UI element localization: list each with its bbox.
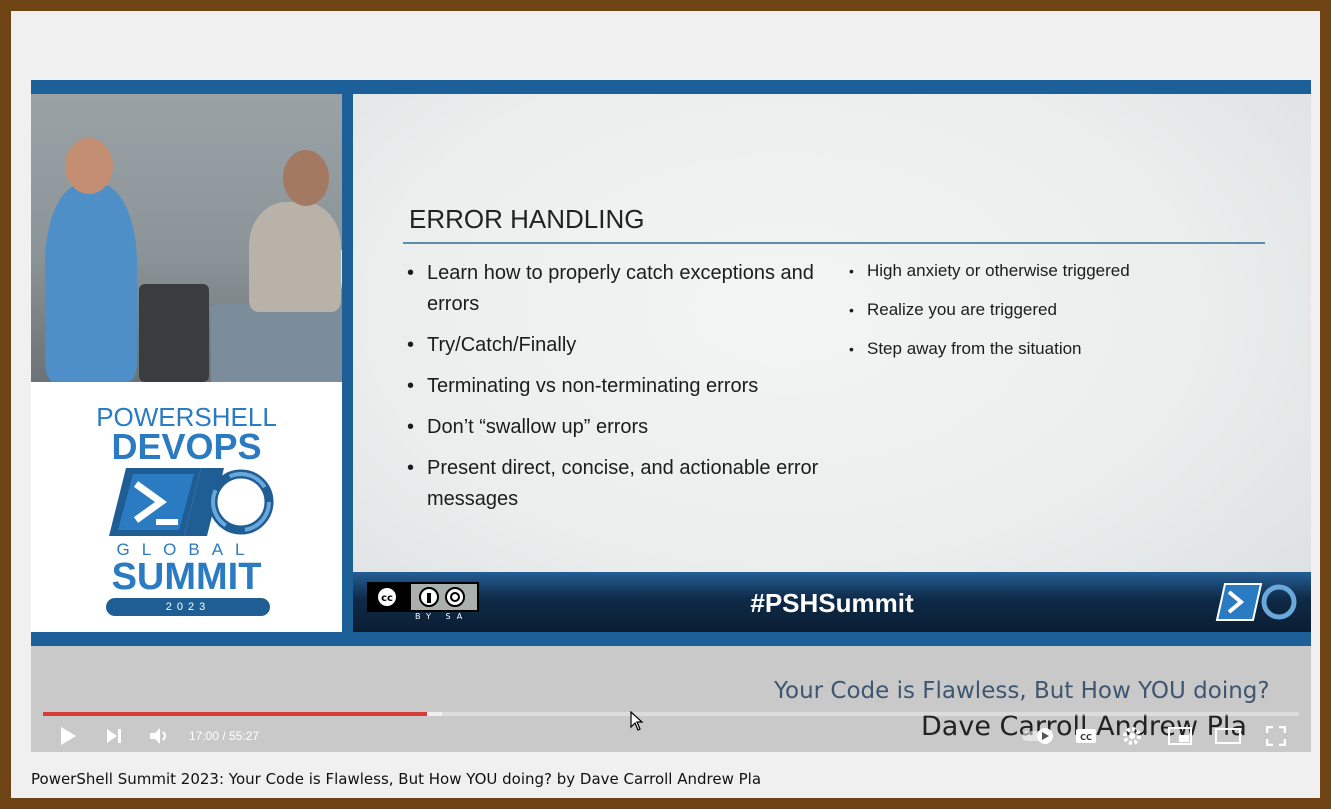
- progress-played: [43, 712, 428, 716]
- progress-bar[interactable]: [43, 712, 1299, 716]
- video-subtitle-title: Your Code is Flawless, But How YOU doing…: [774, 678, 1270, 704]
- presentation-slide: ERROR HANDLING Learn how to properly cat…: [353, 94, 1311, 632]
- summit-small-logo-icon: [1215, 583, 1297, 621]
- slide-title-rule: [403, 242, 1265, 244]
- slide-footer-banner: cc BY SA #PSHSummit: [353, 572, 1311, 632]
- bullet-item: Present direct, concise, and actionable …: [407, 453, 827, 515]
- slide-title: ERROR HANDLING: [409, 204, 645, 234]
- table: [211, 304, 342, 382]
- next-icon: [107, 729, 121, 743]
- settings-icon: [1123, 727, 1141, 745]
- miniplayer-button[interactable]: [1163, 720, 1197, 752]
- bullet-item: Realize you are triggered: [849, 298, 1269, 322]
- play-button[interactable]: [53, 720, 83, 752]
- page: POWERSHELL DEVOPS GLOBAL SUMMIT 2023 ERR…: [11, 11, 1320, 798]
- bullet-item: Learn how to properly catch exceptions a…: [407, 258, 827, 320]
- theater-mode-button[interactable]: [1211, 720, 1245, 752]
- mouse-cursor-icon: [630, 711, 644, 731]
- miniplayer-icon: [1168, 727, 1192, 745]
- logo-text-powershell: POWERSHELL: [96, 402, 277, 432]
- speaker-2: [249, 202, 341, 312]
- svg-text:CC: CC: [1080, 733, 1092, 742]
- powershell-summit-logo-icon: [109, 468, 274, 536]
- captions-button[interactable]: CC: [1069, 720, 1103, 752]
- bullet-item: Terminating vs non-terminating errors: [407, 371, 827, 402]
- slide-hashtag: #PSHSummit: [750, 588, 914, 618]
- video-caption: PowerShell Summit 2023: Your Code is Fla…: [31, 770, 762, 788]
- fullscreen-icon: [1266, 726, 1286, 746]
- bullet-item: High anxiety or otherwise triggered: [849, 259, 1269, 283]
- video-player[interactable]: POWERSHELL DEVOPS GLOBAL SUMMIT 2023 ERR…: [31, 80, 1311, 752]
- speaker-1-head: [65, 138, 113, 194]
- video-lower-band: [31, 646, 1311, 752]
- logo-text-global: GLOBAL: [116, 540, 257, 559]
- license-label: BY SA: [415, 612, 469, 621]
- volume-icon: [150, 728, 166, 744]
- autoplay-toggle-icon: [1022, 728, 1053, 744]
- theater-icon: [1215, 728, 1241, 744]
- volume-button[interactable]: [145, 720, 175, 752]
- bullet-item: Try/Catch/Finally: [407, 330, 827, 361]
- bullet-item: Don’t “swallow up” errors: [407, 412, 827, 443]
- speaker-camera-feed: [31, 94, 342, 382]
- event-logo-panel: POWERSHELL DEVOPS GLOBAL SUMMIT 2023: [31, 382, 342, 632]
- svg-text:cc: cc: [381, 593, 393, 604]
- slide-bullets-left: Learn how to properly catch exceptions a…: [407, 258, 827, 525]
- logo-year-badge: 2023: [106, 598, 270, 616]
- speaker-1: [45, 184, 137, 382]
- creative-commons-icon: cc: [369, 584, 465, 610]
- fullscreen-button[interactable]: [1259, 720, 1293, 752]
- autoplay-toggle[interactable]: [1017, 720, 1063, 752]
- bullet-item: Step away from the situation: [849, 337, 1269, 361]
- time-display: 17:00 / 55:27: [189, 729, 260, 743]
- player-controls: 17:00 / 55:27 CC: [31, 720, 1311, 752]
- play-icon: [61, 727, 76, 745]
- chair: [139, 284, 209, 382]
- speaker-2-head: [283, 150, 329, 206]
- logo-text-summit: SUMMIT: [111, 556, 262, 598]
- slide-bullets-right: High anxiety or otherwise triggered Real…: [849, 259, 1269, 376]
- next-button[interactable]: [99, 720, 129, 752]
- settings-button[interactable]: [1115, 720, 1149, 752]
- captions-icon: CC: [1076, 729, 1096, 743]
- creative-commons-badge: cc: [367, 582, 479, 612]
- logo-text-devops: DEVOPS: [111, 426, 262, 467]
